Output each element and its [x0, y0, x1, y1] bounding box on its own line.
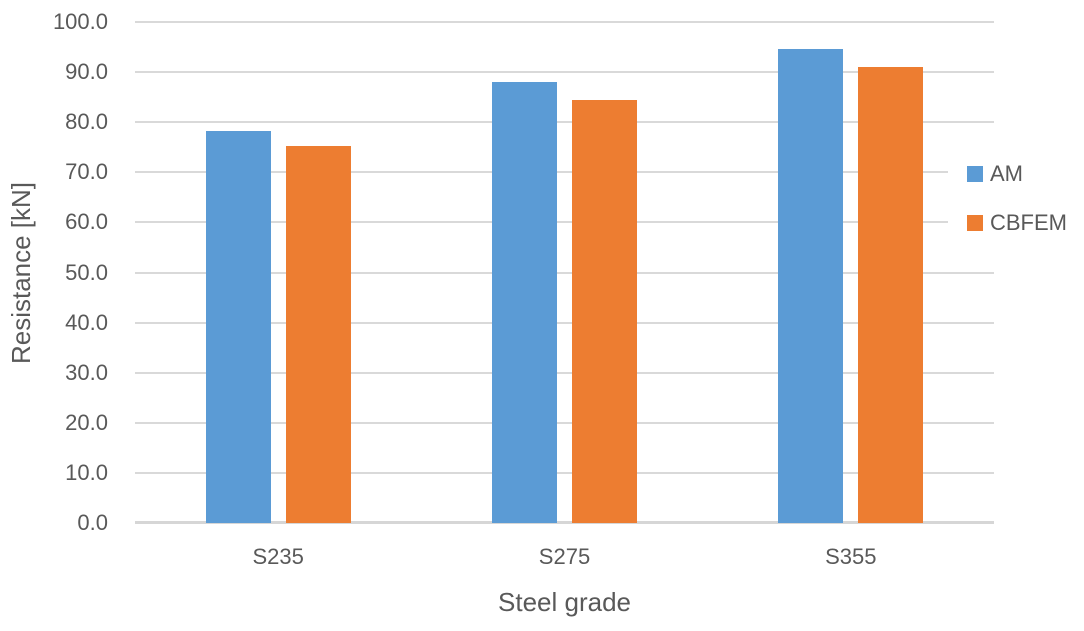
y-tick-label-10.0: 10.0 — [65, 459, 108, 485]
legend-swatch-icon — [967, 166, 983, 182]
x-tick-label-s275: S275 — [538, 544, 591, 569]
y-tick-label-70.0: 70.0 — [65, 159, 108, 185]
y-tick-label-60.0: 60.0 — [65, 209, 108, 235]
legend-label: CBFEM — [990, 210, 1067, 235]
y-tick-label-50.0: 50.0 — [65, 259, 108, 285]
legend: AM CBFEM — [948, 152, 1084, 245]
gridline-10.0 — [135, 471, 994, 474]
gridline-80.0 — [135, 121, 994, 124]
legend-swatch-icon — [967, 215, 983, 231]
gridline-60.0 — [135, 221, 994, 224]
legend-entry-cbfem: CBFEM — [967, 210, 1084, 236]
y-tick-label-90.0: 90.0 — [65, 59, 108, 85]
y-tick-label-40.0: 40.0 — [65, 309, 108, 335]
x-axis-line — [135, 521, 994, 524]
y-tick-label-100.0: 100.0 — [52, 9, 108, 34]
legend-label: AM — [990, 161, 1023, 186]
gridline-20.0 — [135, 421, 994, 424]
gridline-30.0 — [135, 371, 994, 374]
bar-am-s275 — [492, 82, 557, 523]
bar-cbfem-s235 — [285, 146, 351, 523]
x-tick-label-s355: S355 — [825, 544, 877, 569]
y-tick-label-30.0: 30.0 — [65, 359, 108, 385]
y-tick-label-0.0: 0.0 — [77, 510, 108, 535]
x-axis-title: Steel grade — [498, 587, 631, 617]
legend-entry-am: AM — [967, 161, 1084, 187]
bar-cbfem-s275 — [572, 100, 637, 523]
bar-am-s355 — [778, 49, 844, 523]
gridline-40.0 — [135, 321, 994, 324]
plot-area — [135, 21, 994, 524]
y-tick-label-20.0: 20.0 — [65, 409, 108, 435]
gridline-50.0 — [135, 271, 994, 274]
y-tick-label-80.0: 80.0 — [65, 109, 108, 135]
gridline-70.0 — [135, 171, 994, 174]
gridline-100.0 — [135, 21, 994, 23]
gridline-90.0 — [135, 71, 994, 74]
bar-am-s235 — [205, 130, 271, 523]
x-tick-label-s235: S235 — [252, 544, 304, 569]
bar-cbfem-s355 — [858, 67, 924, 523]
